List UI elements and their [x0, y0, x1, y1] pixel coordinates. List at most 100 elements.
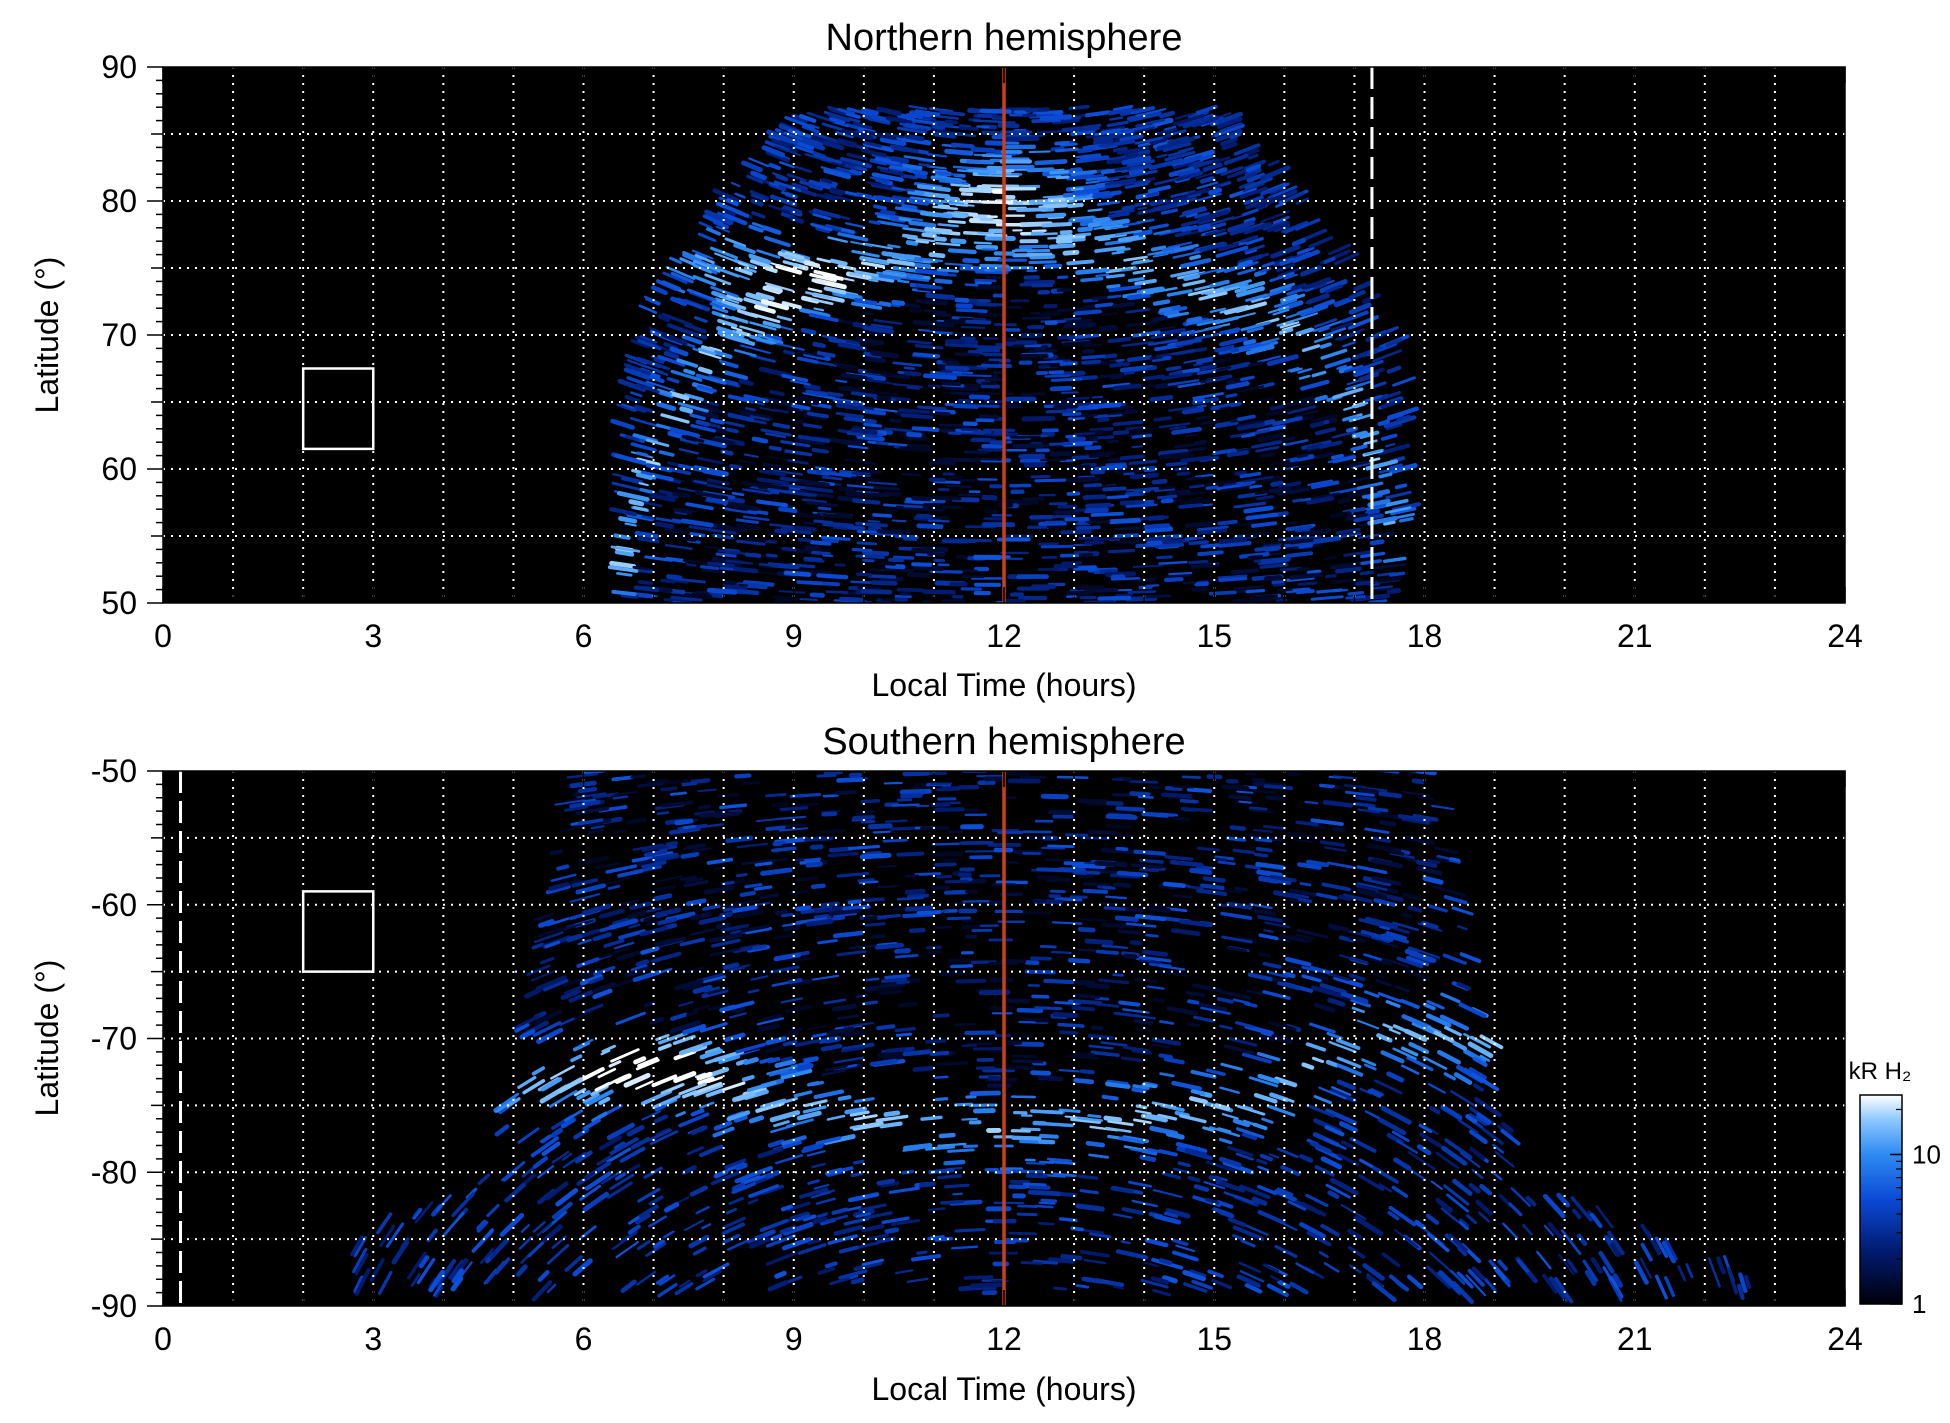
heatmap-streak	[1103, 1115, 1123, 1123]
heatmap-streak	[1253, 269, 1267, 277]
heatmap-streak	[724, 1032, 746, 1042]
heatmap-streak	[1132, 268, 1154, 275]
heatmap-streak	[1237, 385, 1265, 393]
heatmap-streak	[913, 565, 944, 571]
heatmap-streak	[713, 866, 725, 871]
heatmap-streak	[931, 851, 962, 857]
heatmap-streak	[1077, 226, 1093, 233]
heatmap-streak	[572, 1041, 591, 1052]
heatmap-streak	[1188, 446, 1208, 451]
heatmap-streak	[545, 1181, 569, 1201]
heatmap-streak	[1038, 1221, 1055, 1226]
heatmap-streak	[379, 1224, 396, 1248]
heatmap-streak	[1378, 472, 1393, 479]
heatmap-streak	[1186, 1022, 1201, 1028]
heatmap-streak	[1196, 181, 1219, 190]
heatmap-streak	[725, 835, 754, 844]
heatmap-streak	[1430, 1180, 1443, 1190]
heatmap-streak	[1227, 220, 1255, 233]
heatmap-streak	[1220, 485, 1251, 492]
heatmap-streak	[1299, 1222, 1326, 1239]
heatmap-streak	[748, 253, 770, 264]
heatmap-streak	[861, 1000, 879, 1006]
heatmap-streak	[765, 1036, 787, 1046]
heatmap-streak	[691, 1125, 708, 1135]
heatmap-streak	[1337, 531, 1361, 538]
heatmap-streak	[829, 258, 848, 266]
heatmap-streak	[664, 544, 693, 550]
heatmap-streak	[1049, 170, 1070, 175]
heatmap-streak	[1128, 459, 1158, 466]
heatmap-streak	[1137, 465, 1156, 470]
heatmap-streak	[810, 298, 834, 306]
heatmap-streak	[812, 213, 832, 221]
heatmap-streak	[891, 299, 906, 306]
heatmap-streak	[1685, 1263, 1694, 1279]
heatmap-streak	[1041, 221, 1073, 228]
heatmap-streak	[1257, 952, 1272, 958]
heatmap-streak	[698, 915, 727, 925]
heatmap-streak	[1182, 279, 1206, 287]
heatmap-streak	[633, 1056, 647, 1065]
heatmap-streak	[952, 403, 979, 409]
heatmap-streak	[845, 339, 861, 345]
heatmap-streak	[1334, 566, 1362, 574]
heatmap-streak	[1112, 301, 1136, 309]
heatmap-streak	[568, 990, 594, 1003]
heatmap-streak	[1244, 260, 1259, 268]
heatmap-streak	[1051, 118, 1080, 125]
heatmap-streak	[841, 439, 864, 447]
heatmap-streak	[847, 444, 869, 450]
heatmap-streak	[1385, 443, 1396, 448]
heatmap-streak	[803, 260, 821, 269]
heatmap-streak	[1144, 535, 1174, 542]
heatmap-streak	[733, 909, 765, 919]
heatmap-streak	[731, 904, 758, 914]
heatmap-streak	[614, 453, 647, 466]
heatmap-streak	[1142, 949, 1168, 957]
heatmap-streak	[1345, 382, 1366, 391]
heatmap-streak	[911, 426, 940, 432]
heatmap-streak	[1354, 801, 1376, 808]
heatmap-streak	[1289, 888, 1318, 897]
heatmap-streak	[839, 156, 873, 169]
heatmap-streak	[1048, 514, 1073, 519]
heatmap-streak	[696, 456, 724, 465]
heatmap-streak	[811, 447, 829, 454]
heatmap-streak	[1038, 204, 1067, 209]
heatmap-streak	[650, 355, 666, 363]
heatmap-streak	[1178, 168, 1200, 177]
heatmap-streak	[1177, 381, 1205, 389]
heatmap-streak	[1113, 1011, 1140, 1018]
heatmap-streak	[1132, 330, 1161, 338]
heatmap-streak	[829, 108, 847, 116]
heatmap-streak	[925, 1038, 947, 1044]
heatmap-streak	[1065, 318, 1093, 324]
heatmap-streak	[1469, 1129, 1488, 1145]
heatmap-streak	[1171, 154, 1203, 167]
heatmap-streak	[526, 964, 551, 976]
heatmap-streak	[762, 225, 782, 235]
heatmap-streak	[1156, 555, 1173, 560]
heatmap-streak	[1073, 1051, 1095, 1058]
heatmap-streak	[600, 947, 630, 959]
heatmap-streak	[1405, 968, 1431, 981]
heatmap-streak	[635, 959, 650, 967]
heatmap-streak	[658, 450, 675, 457]
heatmap-streak	[1276, 1187, 1294, 1197]
heatmap-streak	[1165, 1208, 1191, 1219]
heatmap-streak	[1358, 1174, 1385, 1191]
heatmap-streak	[1176, 175, 1191, 182]
y-tick-label: 70	[101, 317, 137, 353]
heatmap-streak	[1394, 1228, 1419, 1249]
heatmap-streak	[811, 883, 826, 889]
heatmap-streak	[1044, 119, 1062, 123]
heatmap-streak	[1161, 245, 1181, 253]
heatmap-streak	[616, 950, 641, 961]
heatmap-streak	[827, 851, 859, 858]
heatmap-streak	[1328, 243, 1352, 256]
heatmap-streak	[1346, 513, 1369, 521]
heatmap-streak	[965, 159, 983, 165]
heatmap-streak	[1082, 143, 1103, 150]
heatmap-streak	[811, 1080, 825, 1087]
